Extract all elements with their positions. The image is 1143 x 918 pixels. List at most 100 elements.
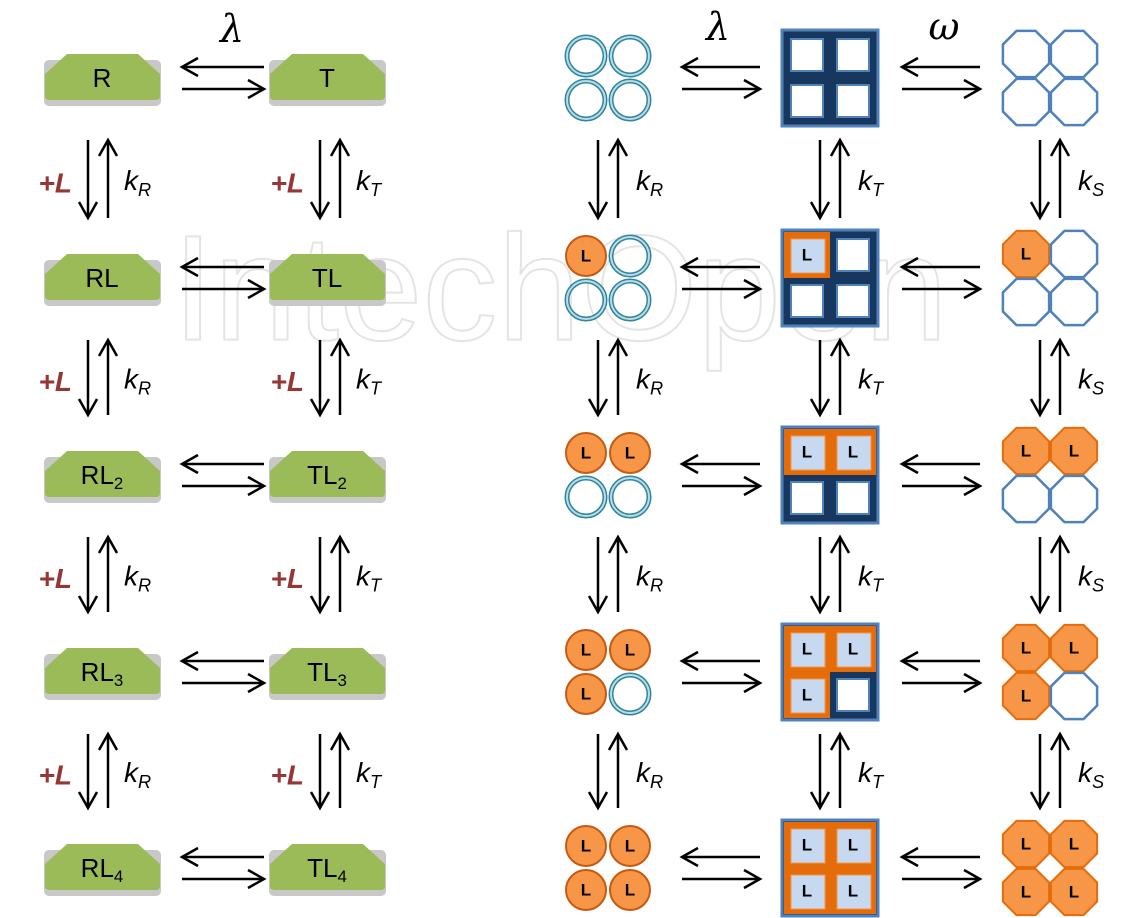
ligand-label: L bbox=[581, 836, 591, 855]
lambda: λ bbox=[704, 5, 730, 49]
label-base: RL bbox=[85, 263, 118, 293]
label-sub: S bbox=[1092, 772, 1104, 792]
ligand-addition: +L bbox=[271, 759, 304, 790]
bound-subunit-inner bbox=[790, 678, 826, 714]
label-base: TL bbox=[307, 853, 337, 883]
label: kR bbox=[636, 561, 663, 595]
ligand-label: L bbox=[581, 640, 591, 659]
arrow-head bbox=[829, 137, 851, 157]
bound-subunit-inner bbox=[790, 435, 826, 471]
arrow-head bbox=[247, 475, 267, 497]
state-shape bbox=[270, 451, 385, 497]
arrow-head bbox=[743, 475, 763, 497]
ligand-label: L bbox=[625, 836, 635, 855]
arrow-head bbox=[329, 534, 351, 554]
bound-subunit-inner bbox=[790, 828, 826, 864]
arrow-head bbox=[247, 278, 267, 300]
arrow-head bbox=[607, 534, 629, 554]
arrow-head bbox=[743, 672, 763, 694]
bound-subunit bbox=[565, 673, 607, 715]
label-base: RL bbox=[81, 853, 114, 883]
label-base: RL bbox=[81, 657, 114, 687]
label: T bbox=[319, 63, 335, 93]
bound-subunit bbox=[1001, 426, 1051, 476]
label: kT bbox=[858, 757, 885, 791]
label: kT bbox=[858, 561, 885, 595]
free-subunit bbox=[1049, 474, 1099, 524]
lambda: λ bbox=[218, 7, 244, 51]
label-base: k bbox=[1078, 561, 1094, 592]
bound-subunit bbox=[1049, 426, 1099, 476]
arrow-head bbox=[247, 672, 267, 694]
free-subunit bbox=[1049, 277, 1099, 327]
ligand-label: L bbox=[1069, 882, 1079, 901]
ligand-label: L bbox=[802, 685, 812, 704]
arrow-head bbox=[77, 791, 99, 811]
label: TL3 bbox=[307, 657, 347, 691]
ligand-label: L bbox=[848, 881, 858, 900]
label: kT bbox=[356, 561, 383, 595]
label: kR bbox=[124, 165, 151, 199]
omega: ω bbox=[929, 5, 960, 49]
arrow-head bbox=[587, 595, 609, 615]
label: TL bbox=[312, 263, 342, 293]
free-subunit bbox=[790, 38, 824, 72]
label-base: k bbox=[1078, 165, 1094, 196]
free-subunit bbox=[836, 284, 870, 318]
label: RL2 bbox=[81, 460, 124, 494]
arrow-head bbox=[963, 278, 983, 300]
ligand-addition: +L bbox=[271, 366, 304, 397]
arrow-head bbox=[329, 337, 351, 357]
label-base: k bbox=[356, 364, 372, 395]
arrow-head bbox=[899, 453, 919, 475]
label-base: k bbox=[356, 165, 372, 196]
arrow-head bbox=[899, 650, 919, 672]
ligand-label: L bbox=[802, 881, 812, 900]
label-base: TL bbox=[307, 657, 337, 687]
label: kS bbox=[1078, 561, 1104, 595]
bound-subunit bbox=[565, 235, 607, 277]
ligand-label: L bbox=[1021, 244, 1031, 263]
arrow-head bbox=[77, 201, 99, 221]
ligand-addition: +L bbox=[271, 563, 304, 594]
bound-subunit bbox=[1049, 623, 1099, 673]
ligand-label: L bbox=[625, 880, 635, 899]
state-shape bbox=[45, 451, 160, 497]
label-base: k bbox=[636, 165, 652, 196]
ligand-label: L bbox=[802, 835, 812, 854]
free-subunit bbox=[1001, 474, 1051, 524]
arrow-head bbox=[963, 868, 983, 890]
ligand-label: L bbox=[802, 639, 812, 658]
arrow-head bbox=[829, 731, 851, 751]
ligand-label: L bbox=[625, 443, 635, 462]
arrow-head bbox=[679, 846, 699, 868]
state-shape bbox=[270, 54, 385, 100]
arrow-head bbox=[1049, 337, 1071, 357]
label-sub: 4 bbox=[114, 867, 123, 886]
arrow-head bbox=[97, 337, 119, 357]
bound-subunit-inner bbox=[790, 632, 826, 668]
bound-subunit bbox=[1001, 819, 1051, 869]
arrow-head bbox=[97, 534, 119, 554]
label-base: k bbox=[858, 561, 874, 592]
arrow-head bbox=[179, 56, 199, 78]
arrow-head bbox=[809, 791, 831, 811]
arrow-head bbox=[247, 78, 267, 100]
arrow-head bbox=[1029, 595, 1051, 615]
ligand-label: L bbox=[581, 684, 591, 703]
bound-subunit bbox=[1001, 623, 1051, 673]
arrow-head bbox=[77, 595, 99, 615]
label: kS bbox=[1078, 757, 1104, 791]
arrow-head bbox=[309, 398, 331, 418]
arrow-head bbox=[309, 595, 331, 615]
label-sub: 3 bbox=[114, 671, 123, 690]
label-sub: 2 bbox=[114, 474, 123, 493]
arrow-head bbox=[963, 78, 983, 100]
ligand-label: L bbox=[1021, 441, 1031, 460]
label-base: k bbox=[124, 165, 140, 196]
label: kR bbox=[636, 165, 663, 199]
ligand-label: L bbox=[581, 246, 591, 265]
arrow-head bbox=[743, 78, 763, 100]
arrow-head bbox=[1029, 791, 1051, 811]
